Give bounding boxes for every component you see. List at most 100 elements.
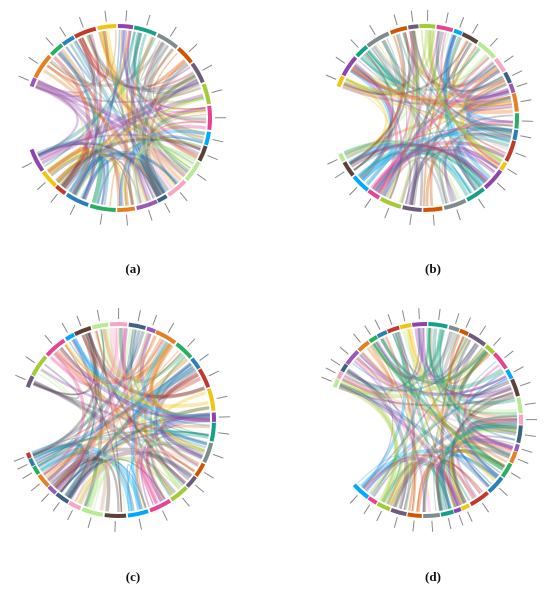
chord [376,124,513,193]
label-mark [104,10,107,22]
chord [343,140,469,197]
chord [83,158,109,205]
label-mark [167,322,175,333]
chord [63,74,196,189]
chord [404,114,513,205]
chord [344,30,436,94]
chord [125,30,149,202]
chord [397,331,415,511]
chord [146,449,196,500]
chord [341,377,514,451]
chord [133,32,200,95]
chord [382,30,440,196]
chord [468,420,518,454]
label-mark [374,319,381,330]
label-mark [187,338,196,348]
chord [349,34,406,165]
chord [342,86,510,105]
chord [352,55,393,92]
segment-arc [352,175,370,192]
chord [153,370,198,481]
chord [37,61,82,97]
segment-arc [340,363,349,373]
chord [72,338,210,419]
chord [392,418,518,508]
chord [74,456,180,502]
chord [340,383,411,511]
chord [339,383,490,488]
chord [43,69,160,198]
chord [59,335,158,383]
segment-arc [428,322,448,329]
segment-arc [65,192,89,207]
chord [67,458,166,500]
chord [363,456,461,507]
chord [436,421,517,511]
segment-arc [500,462,513,478]
chord [429,328,518,419]
chord [427,30,503,163]
segment-arc [194,462,206,477]
label-mark [199,353,209,361]
label-mark [418,308,420,320]
segment-arc [399,323,412,330]
chord [155,356,206,451]
chord [445,34,504,92]
chord [32,443,133,512]
chord [459,351,510,398]
chord [435,460,476,511]
chord [140,455,187,506]
chord [72,78,199,196]
chord [43,31,136,168]
chord [145,418,211,502]
label-mark [125,10,128,22]
chord-diagram [13,307,230,532]
segment-arc [389,25,408,35]
segment-arc [61,35,75,46]
chord [75,40,191,89]
label-mark [182,497,190,507]
chord [148,66,191,188]
chord [467,424,517,457]
segment-arc [487,476,504,494]
chord [68,405,210,500]
chord [353,126,513,171]
chord [342,67,499,100]
chord [460,63,505,98]
chord [86,332,149,508]
chord [49,41,164,87]
label-mark [212,139,224,143]
chord [446,35,513,124]
chord [357,132,511,177]
chord [86,341,170,508]
chord [422,34,456,207]
chord [60,334,97,493]
chord [345,140,492,178]
chord [160,413,210,460]
chord [380,337,486,384]
chord [134,342,170,509]
label-mark [478,198,485,209]
chord [38,372,105,511]
chord [38,79,194,165]
chord [118,327,204,457]
chord [380,338,487,385]
chord [438,157,472,204]
chord [49,339,93,387]
chord [53,353,100,509]
chord [395,332,458,507]
segment-arc [367,189,381,200]
chord [136,34,189,173]
chord [444,36,477,191]
segment-arc [516,425,523,444]
chord [353,32,411,171]
chord [423,54,487,207]
label-mark [350,39,359,48]
chord [435,459,482,511]
chord [349,69,510,103]
chord [461,447,501,479]
segment-arc [376,330,388,339]
label-mark [432,214,435,226]
chord [40,368,211,420]
segment-arc [366,31,390,48]
